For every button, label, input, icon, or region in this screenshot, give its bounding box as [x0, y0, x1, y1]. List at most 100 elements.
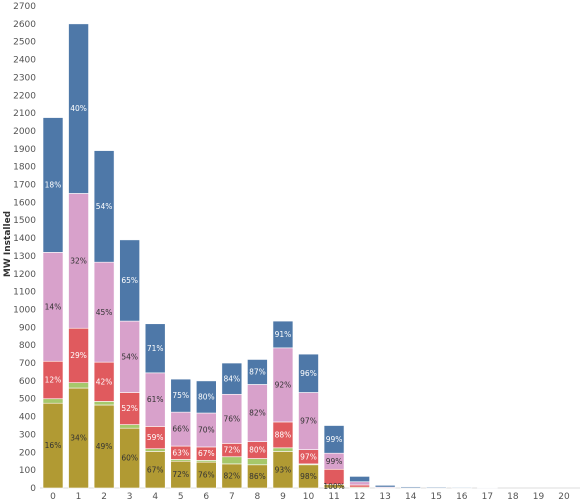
bar-segment [247, 458, 268, 466]
bar-segment [196, 380, 217, 414]
y-tick-label: 2600 [13, 20, 36, 30]
y-tick-label: 2300 [13, 73, 36, 83]
segment-percent-label: 91% [275, 330, 292, 339]
bar-segment [119, 239, 140, 322]
x-tick-label: 13 [379, 492, 390, 502]
bars [42, 23, 498, 489]
segment-percent-label: 14% [45, 302, 62, 311]
bar-segment [247, 359, 268, 385]
x-tick-label: 10 [303, 492, 315, 502]
segment-percent-label: 99% [326, 457, 343, 466]
segment-percent-label: 70% [198, 426, 215, 435]
segment-percent-label: 49% [96, 442, 113, 451]
segment-percent-label: 32% [70, 256, 87, 265]
x-tick-label: 2 [101, 492, 107, 502]
x-tick-label: 18 [507, 492, 519, 502]
bar-segment [272, 447, 294, 452]
y-tick-label: 1700 [13, 181, 36, 191]
y-tick-label: 2200 [13, 91, 36, 101]
y-tick-label: 1900 [13, 145, 36, 155]
segment-labels: 16% 12% 14% 18% 34% 29% 32% 40% 49% 42% 45% 54% 60% 5… [45, 104, 345, 491]
bar-segment [298, 353, 319, 393]
x-tick-label: 6 [203, 492, 209, 502]
x-tick-label: 17 [482, 492, 493, 502]
segment-percent-label: 59% [147, 433, 164, 442]
segment-percent-label: 42% [96, 377, 113, 386]
segment-percent-label: 84% [224, 374, 241, 383]
bar-segment [272, 320, 294, 349]
y-tick-label: 300 [19, 430, 36, 440]
bar-segment [349, 484, 370, 488]
segment-percent-label: 80% [249, 446, 266, 455]
segment-percent-label: 63% [172, 448, 189, 457]
segment-percent-label: 92% [275, 381, 292, 390]
x-tick-label: 3 [127, 492, 133, 502]
segment-percent-label: 76% [224, 414, 241, 423]
bar-segment [42, 117, 64, 253]
y-tick-label: 1300 [13, 252, 36, 262]
segment-percent-label: 67% [198, 449, 215, 458]
y-tick-label: 100 [19, 466, 36, 476]
x-tick-label: 16 [456, 492, 468, 502]
bar-segment [349, 476, 370, 483]
segment-percent-label: 82% [249, 409, 266, 418]
bar-segment [221, 362, 243, 395]
y-tick-label: 1100 [13, 288, 36, 298]
y-tick-label: 400 [19, 413, 36, 423]
segment-percent-label: 16% [45, 441, 62, 450]
segment-percent-label: 61% [147, 395, 164, 404]
y-tick-label: 1600 [13, 198, 36, 208]
y-tick-label: 1500 [13, 216, 36, 226]
x-tick-label: 8 [255, 492, 261, 502]
segment-percent-label: 66% [172, 425, 189, 434]
bar-segment [144, 448, 166, 452]
bar-segment [68, 23, 89, 194]
y-tick-label: 1800 [13, 163, 36, 173]
segment-percent-label: 54% [96, 202, 113, 211]
bar-segment [349, 481, 370, 486]
y-tick-label: 2500 [13, 38, 36, 48]
y-tick-label: 0 [30, 484, 36, 494]
segment-percent-label: 54% [121, 352, 138, 361]
segment-percent-label: 88% [275, 430, 292, 439]
bar-segment [221, 456, 243, 465]
bar-segment [93, 401, 115, 406]
segment-percent-label: 72% [224, 446, 241, 455]
y-tick-label: 2000 [13, 127, 36, 137]
y-tick-label: 2400 [13, 56, 36, 66]
x-tick-label: 1 [76, 492, 82, 502]
segment-percent-label: 98% [300, 472, 317, 481]
y-axis-title: MW Installed [3, 211, 13, 277]
segment-percent-label: 97% [300, 452, 317, 461]
segment-percent-label: 86% [249, 472, 266, 481]
bar-segment [119, 424, 140, 429]
segment-percent-label: 99% [326, 435, 343, 444]
y-tick-label: 500 [19, 395, 36, 405]
y-tick-label: 600 [19, 377, 36, 387]
tick-labels: 0100200300400500600700800900100011001200… [13, 2, 570, 502]
x-tick-label: 0 [50, 492, 56, 502]
segment-percent-label: 97% [300, 417, 317, 426]
bar-segment [144, 323, 166, 374]
bar-segment [400, 486, 422, 489]
x-tick-label: 15 [431, 492, 442, 502]
x-tick-label: 19 [533, 492, 545, 502]
segment-percent-label: 40% [70, 104, 87, 113]
y-tick-label: 900 [19, 323, 36, 333]
bar-segment [93, 150, 115, 263]
x-tick-label: 11 [328, 492, 339, 502]
bar-segment [477, 487, 498, 489]
segment-percent-label: 100% [323, 482, 344, 491]
segment-percent-label: 60% [121, 454, 138, 463]
x-tick-label: 9 [280, 492, 286, 502]
segment-percent-label: 12% [45, 376, 62, 385]
y-tick-label: 2700 [13, 2, 36, 12]
segment-percent-label: 82% [224, 472, 241, 481]
y-tick-label: 700 [19, 359, 36, 369]
bar-segment [374, 485, 396, 488]
x-tick-label: 12 [354, 492, 365, 502]
y-tick-label: 1000 [13, 305, 36, 315]
segment-percent-label: 67% [147, 465, 164, 474]
y-tick-label: 1200 [13, 270, 36, 280]
segment-percent-label: 18% [45, 181, 62, 190]
